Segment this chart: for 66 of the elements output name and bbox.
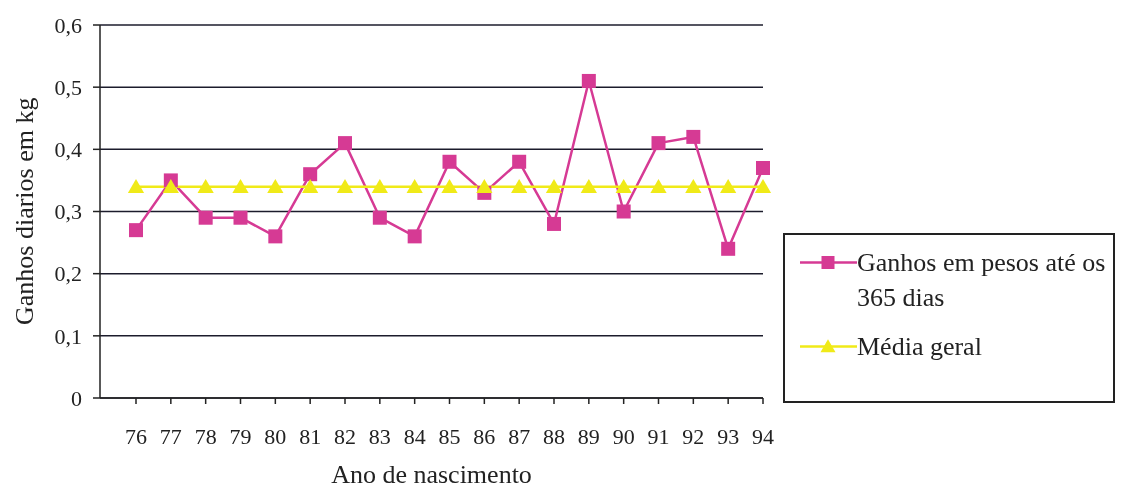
x-tick-label: 88	[543, 423, 565, 449]
point	[615, 178, 632, 193]
point	[545, 178, 563, 193]
point	[198, 210, 213, 225]
y-tick-label: 0,1	[54, 323, 82, 349]
point	[685, 178, 702, 193]
point	[442, 154, 457, 169]
point	[371, 178, 388, 193]
point	[441, 178, 458, 193]
y-tick-label: 0,2	[54, 261, 82, 287]
point	[233, 210, 248, 225]
point	[686, 129, 701, 144]
point	[754, 178, 772, 193]
point	[547, 216, 561, 231]
point	[406, 178, 423, 193]
point	[129, 223, 143, 238]
x-tick-label: 84	[403, 423, 426, 449]
point	[267, 178, 284, 193]
point	[581, 73, 596, 88]
x-tick-label: 90	[612, 423, 635, 449]
y-axis-title: Ganhos diarios em kg	[10, 96, 40, 328]
x-tick-label: 89	[577, 423, 600, 449]
point	[303, 167, 318, 182]
point	[756, 160, 770, 175]
x-tick-label: 79	[229, 423, 252, 449]
x-tick-label: 77	[159, 423, 182, 449]
point	[372, 210, 387, 225]
x-tick-label: 94	[752, 423, 774, 449]
point	[407, 229, 422, 244]
point	[616, 204, 631, 219]
point	[162, 178, 179, 193]
y-tick-label: 0,3	[54, 199, 82, 225]
x-tick-label: 76	[125, 423, 147, 449]
point	[336, 178, 354, 193]
legend-label: Ganhos em pesos até os 365 dias	[857, 247, 1107, 314]
point	[651, 136, 666, 151]
point	[127, 178, 145, 193]
x-tick-label: 83	[368, 423, 391, 449]
point	[650, 178, 667, 193]
x-tick-label: 80	[264, 423, 287, 449]
point	[476, 178, 493, 193]
point	[720, 178, 737, 193]
point	[302, 178, 319, 193]
x-tick-label: 85	[438, 423, 461, 449]
x-tick-label: 93	[717, 423, 740, 449]
x-tick-label: 92	[682, 423, 705, 449]
point	[721, 241, 736, 256]
x-axis-title: Ano de nascimento	[330, 460, 533, 486]
point	[197, 178, 214, 193]
x-tick-label: 86	[473, 423, 496, 449]
y-tick-label: 0,4	[54, 137, 82, 163]
legend-label: Média geral	[857, 331, 983, 363]
y-tick-label: 0,6	[54, 12, 82, 38]
x-tick-label: 87	[508, 423, 531, 449]
point	[512, 154, 527, 169]
x-tick-label: 78	[194, 423, 217, 449]
point	[232, 178, 249, 193]
point	[580, 178, 597, 193]
y-tick-label: 0,5	[54, 74, 82, 100]
point	[511, 178, 528, 193]
x-tick-label: 82	[334, 423, 356, 449]
point	[338, 136, 352, 151]
point	[268, 229, 283, 244]
x-tick-label: 91	[647, 423, 670, 449]
x-tick-label: 81	[299, 423, 322, 449]
y-tick-label: 0	[71, 385, 82, 411]
